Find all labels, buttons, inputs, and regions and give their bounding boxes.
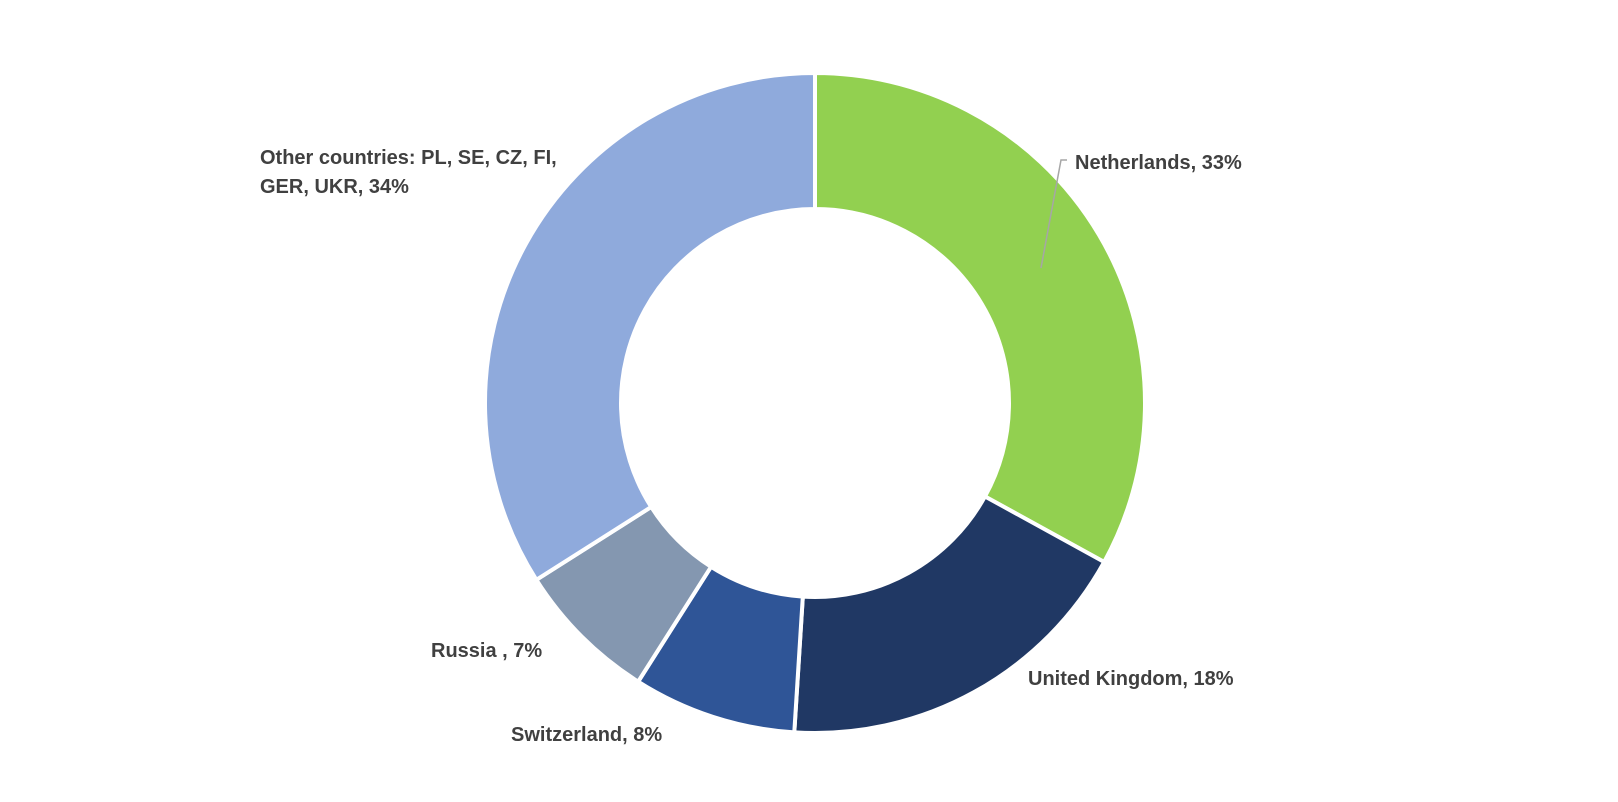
donut-slices <box>483 71 1147 735</box>
data-label-netherlands: Netherlands, 33% <box>1075 152 1242 174</box>
data-label-united-kingdom: United Kingdom, 18% <box>1028 668 1234 690</box>
data-labels: Netherlands, 33% United Kingdom, 18% Swi… <box>260 147 1242 746</box>
data-label-switzerland: Switzerland, 8% <box>511 724 662 746</box>
slice-netherlands <box>813 71 1147 564</box>
data-label-russia: Russia , 7% <box>431 640 542 662</box>
slice-united-kingdom <box>792 494 1107 735</box>
slice-other-countries-pl-se-cz-fi-ger-ukr <box>483 71 817 582</box>
leader-line-netherlands <box>1040 159 1067 269</box>
data-label-other-countries: Other countries: PL, SE, CZ, FI, GER, UK… <box>260 147 562 198</box>
